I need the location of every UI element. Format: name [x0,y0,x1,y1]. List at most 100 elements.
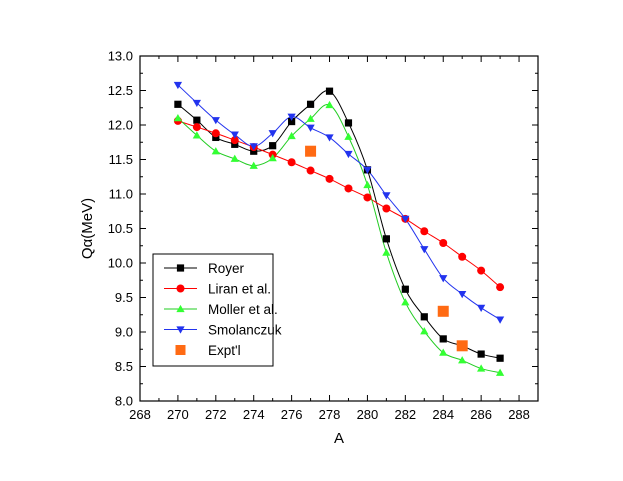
legend-marker-moller-et-al [176,304,185,313]
x-tick-label: 278 [319,407,341,422]
point-royer [288,117,296,126]
legend-label-liran-et-al: Liran et al. [208,282,271,297]
x-tick-label: 284 [432,407,454,422]
point-royer [174,100,182,108]
point-moller-et-al [458,356,467,364]
point-liran-et-al [325,174,334,183]
point-liran-et-al [287,158,296,167]
legend-marker-smolanczuk [176,326,185,334]
point-liran-et-al [477,266,486,275]
point-smolanczuk [268,130,277,138]
point-moller-et-al [211,147,220,155]
point-moller-et-al [495,368,505,376]
point-moller-et-al [420,327,429,335]
y-tick-label: 12.0 [108,118,133,133]
point-liran-et-al [458,252,467,261]
point-royer [306,100,315,108]
legend-marker-expt-l [175,345,186,355]
point-liran-et-al [439,238,448,247]
point-liran-et-al [496,283,505,292]
point-moller-et-al [401,298,410,306]
point-moller-et-al [325,100,334,109]
y-tick-label: 8.0 [115,394,133,409]
point-moller-et-al [363,180,372,189]
y-tick-label: 11.5 [109,152,133,167]
point-liran-et-al [382,204,391,213]
point-smolanczuk [420,246,429,254]
point-royer [496,354,504,362]
point-royer [231,140,239,148]
point-liran-et-al [420,227,429,236]
legend-box [152,253,274,367]
point-liran-et-al [211,129,220,138]
point-smolanczuk [344,150,353,159]
legend-label-expt-l: Expt'l [208,343,241,358]
point-royer [420,313,428,321]
y-tick-label: 8.5 [115,359,133,374]
point-moller-et-al [287,131,296,140]
x-tick-label: 270 [167,407,189,422]
point-royer [250,147,258,155]
legend-marker-liran-et-al [176,284,185,293]
point-smolanczuk [439,275,448,283]
point-moller-et-al [382,248,391,256]
point-smolanczuk [287,113,296,121]
point-smolanczuk [495,316,505,324]
point-royer [325,87,334,95]
point-smolanczuk [211,117,220,125]
point-royer [382,235,390,243]
point-royer [401,285,409,293]
x-tick-label: 274 [243,407,265,422]
point-royer [344,119,353,127]
data-points [173,81,505,376]
point-moller-et-al [192,131,201,139]
point-expt-l [437,305,449,317]
point-moller-et-al [173,113,183,122]
point-smolanczuk [401,215,410,223]
point-moller-et-al [439,348,448,356]
point-smolanczuk [477,304,486,312]
point-liran-et-al [192,123,201,132]
point-moller-et-al [306,114,315,122]
point-liran-et-al [306,166,315,175]
y-tick-label: 9.0 [115,325,133,340]
x-tick-label: 280 [357,407,379,422]
point-moller-et-al [268,153,277,162]
legend-marker-royer [176,264,185,272]
point-liran-et-al [344,184,353,193]
x-tick-label: 282 [394,407,416,422]
point-smolanczuk [382,192,391,200]
x-tick-label: 276 [281,407,303,422]
x-tick-label: 268 [129,407,151,422]
y-tick-label: 10.5 [108,221,133,236]
point-smolanczuk [230,131,239,139]
y-tick-label: 11.0 [109,187,133,202]
point-royer [269,142,277,150]
point-smolanczuk [325,134,334,142]
y-tick-label: 10.0 [108,256,133,271]
x-tick-label: 272 [205,407,227,422]
point-liran-et-al [363,193,372,202]
point-moller-et-al [344,132,353,140]
point-smolanczuk [173,81,183,90]
point-smolanczuk [458,290,467,299]
point-royer [477,350,485,358]
point-liran-et-al [230,136,239,145]
point-smolanczuk [192,99,201,108]
x-axis-label: A [334,430,344,447]
point-smolanczuk [249,143,258,151]
y-axis-label: Qα(MeV) [79,198,96,259]
point-moller-et-al [230,154,239,162]
plot-frame [139,55,539,402]
point-expt-l [305,145,317,157]
point-royer [212,133,220,142]
point-smolanczuk [363,166,372,174]
legend-label-royer: Royer [208,261,245,276]
y-tick-label: 12.5 [108,83,133,98]
y-tick-label: 13.0 [108,49,133,64]
point-smolanczuk [306,124,315,132]
y-tick-label: 9.5 [115,290,133,305]
point-moller-et-al [249,161,258,169]
tick-labels: 268 270 272 274 276 278 280 282 284 286 288 8.0 8.5 9… [108,49,530,423]
